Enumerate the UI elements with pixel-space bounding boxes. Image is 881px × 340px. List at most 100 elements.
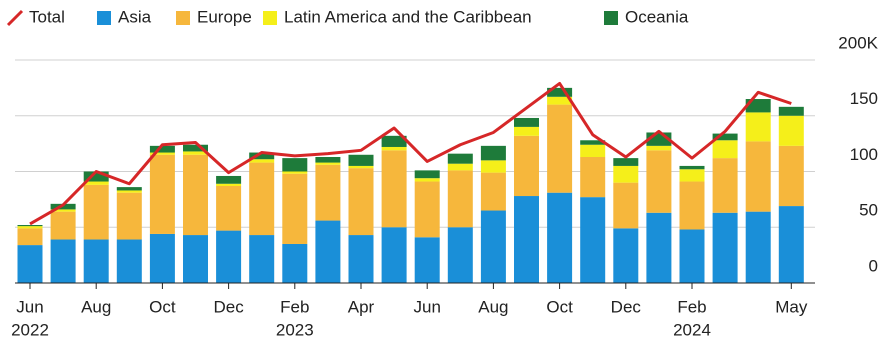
- bar-segment: [778, 206, 804, 283]
- bar-segment: [414, 170, 440, 179]
- bar-segment: [348, 154, 374, 166]
- bar-segment: [83, 184, 109, 240]
- x-tick-label: Oct: [149, 297, 176, 316]
- bar-segment: [679, 181, 705, 230]
- bar-segment: [745, 141, 771, 212]
- bar-segment: [778, 115, 804, 146]
- bar-segment: [679, 165, 705, 170]
- x-tick-label: Dec: [611, 297, 642, 316]
- bar-segment: [282, 171, 308, 174]
- bar-segment: [646, 150, 672, 213]
- bar-segment: [745, 99, 771, 113]
- x-tick-label: Oct: [546, 297, 573, 316]
- y-tick-label: 50: [859, 201, 878, 220]
- bar-segment: [778, 145, 804, 207]
- legend-label: Asia: [118, 7, 152, 26]
- bar-segment: [183, 151, 208, 155]
- bar-segment: [50, 209, 76, 212]
- bar-segment: [613, 165, 639, 183]
- legend-swatch: [6, 9, 24, 27]
- legend-swatch: [97, 11, 111, 25]
- bar-segment: [116, 187, 142, 191]
- x-tick-label: Feb: [677, 297, 706, 316]
- bar-segment: [149, 233, 175, 283]
- bar-segment: [414, 178, 440, 182]
- bar-segment: [679, 169, 705, 182]
- bar-segment: [183, 154, 208, 236]
- bar-segment: [547, 96, 573, 105]
- bar-segment: [547, 192, 573, 283]
- bar-segment: [646, 212, 672, 283]
- bar-segment: [216, 230, 242, 283]
- bar-segment: [315, 162, 341, 165]
- bar-segment: [547, 87, 573, 97]
- bar-segment: [712, 212, 738, 283]
- bar-segment: [183, 144, 208, 152]
- legend-label: Total: [29, 7, 65, 26]
- bar-segment: [712, 158, 738, 213]
- bar-segment: [480, 145, 506, 161]
- bar-segment: [745, 211, 771, 283]
- bar-segment: [149, 145, 175, 153]
- x-tick-label: Apr: [348, 297, 375, 316]
- bar-segment: [348, 168, 374, 236]
- bar-segment: [381, 146, 407, 151]
- bar-segment: [315, 157, 341, 163]
- bar-segment: [447, 170, 473, 228]
- bar-segment: [249, 162, 275, 236]
- bar-segment: [83, 239, 109, 283]
- bar-segment: [778, 106, 804, 116]
- legend-swatch: [263, 11, 277, 25]
- y-tick-label: 100: [850, 145, 878, 164]
- bar-segment: [381, 227, 407, 283]
- bar-segment: [17, 228, 43, 246]
- bar-segment: [348, 165, 374, 169]
- bar-segment: [514, 126, 539, 136]
- bar-segment: [149, 154, 175, 234]
- bar-segment: [580, 197, 606, 283]
- bar-segment: [580, 140, 606, 145]
- x-tick-label: Jun: [413, 297, 440, 316]
- x-tick-label: Feb: [280, 297, 309, 316]
- x-tick-label: Aug: [81, 297, 111, 316]
- bar-segment: [381, 150, 407, 228]
- bar-segment: [712, 140, 738, 159]
- bar-segment: [547, 104, 573, 193]
- bar-segment: [480, 210, 506, 283]
- bar-segment: [17, 245, 43, 283]
- bar-segment: [116, 239, 142, 283]
- legend-swatch: [604, 11, 618, 25]
- bar-segment: [116, 192, 142, 240]
- bar-segment: [282, 243, 308, 283]
- legend-label: Oceania: [625, 7, 689, 26]
- bar-segment: [447, 153, 473, 164]
- bar-segment: [613, 158, 639, 166]
- bar-segment: [183, 235, 208, 283]
- bar-segment: [17, 226, 43, 229]
- x-tick-label: Jun: [16, 297, 43, 316]
- y-tick-label: 150: [850, 89, 878, 108]
- bar-segment: [83, 181, 109, 185]
- x-year-label: 2024: [673, 320, 711, 339]
- total-line: [29, 81, 792, 226]
- bar-segment: [149, 152, 175, 155]
- bar-segment: [249, 152, 275, 160]
- y-tick-label: 0: [869, 256, 878, 275]
- bar-segment: [83, 171, 109, 182]
- bar-segment: [282, 158, 308, 172]
- legend-label: Europe: [197, 7, 252, 26]
- bar-segment: [249, 235, 275, 283]
- bar-segment: [514, 117, 539, 127]
- bar-segment: [249, 159, 275, 163]
- bar-segment: [315, 220, 341, 283]
- x-year-label: 2023: [276, 320, 314, 339]
- bar-segment: [712, 133, 738, 141]
- x-tick-label: Dec: [213, 297, 244, 316]
- bar-segment: [613, 228, 639, 283]
- bar-segment: [480, 172, 506, 211]
- bar-segment: [17, 225, 43, 227]
- bar-segment: [414, 237, 440, 283]
- bar-segment: [315, 164, 341, 221]
- bar-segment: [447, 163, 473, 171]
- bar-segment: [282, 173, 308, 244]
